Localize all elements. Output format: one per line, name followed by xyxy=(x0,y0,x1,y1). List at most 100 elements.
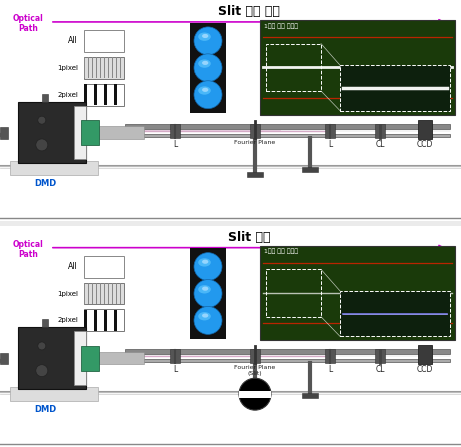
Bar xyxy=(99,127,144,139)
Circle shape xyxy=(38,342,46,350)
Bar xyxy=(302,393,318,398)
Ellipse shape xyxy=(198,86,211,95)
Circle shape xyxy=(36,365,48,377)
Bar xyxy=(96,283,97,304)
Text: Slit 없을 경우: Slit 없을 경우 xyxy=(218,5,280,18)
Bar xyxy=(10,387,98,401)
Bar xyxy=(104,57,105,78)
Text: CCD: CCD xyxy=(417,139,433,148)
Circle shape xyxy=(36,139,48,151)
Bar xyxy=(104,310,107,331)
Bar xyxy=(100,283,101,304)
Bar xyxy=(239,391,271,398)
Bar xyxy=(250,123,260,138)
Bar xyxy=(125,134,450,136)
Bar xyxy=(99,352,144,364)
Bar xyxy=(247,173,263,177)
Bar xyxy=(325,349,335,363)
Circle shape xyxy=(194,27,222,55)
Bar xyxy=(116,283,117,304)
Circle shape xyxy=(194,307,222,334)
Bar xyxy=(375,123,385,138)
Bar xyxy=(120,57,121,78)
Bar xyxy=(18,327,86,389)
Bar xyxy=(0,127,8,139)
Bar xyxy=(100,57,101,78)
Bar xyxy=(125,359,450,362)
Bar xyxy=(84,309,124,331)
Ellipse shape xyxy=(202,313,208,318)
Bar xyxy=(84,283,124,304)
Bar xyxy=(260,20,455,114)
Bar xyxy=(104,283,105,304)
Bar xyxy=(170,123,180,138)
Bar xyxy=(340,65,450,111)
Bar xyxy=(74,105,86,160)
Bar xyxy=(84,57,85,78)
Bar xyxy=(104,84,107,105)
Bar xyxy=(250,349,260,363)
Bar xyxy=(420,123,430,138)
Bar xyxy=(190,23,226,59)
Bar xyxy=(112,57,113,78)
Text: Fourier Plane: Fourier Plane xyxy=(234,139,276,144)
Bar xyxy=(84,310,87,331)
Bar xyxy=(125,349,450,354)
Bar xyxy=(247,398,263,403)
Bar xyxy=(84,283,85,304)
Bar xyxy=(112,283,113,304)
Bar xyxy=(18,101,86,164)
Circle shape xyxy=(194,81,222,109)
Text: All: All xyxy=(68,262,78,271)
Bar xyxy=(84,84,87,105)
Bar xyxy=(302,168,318,173)
Ellipse shape xyxy=(202,88,208,92)
Ellipse shape xyxy=(198,33,211,41)
Bar xyxy=(94,310,97,331)
Bar xyxy=(116,57,117,78)
Text: Optical
Path: Optical Path xyxy=(12,14,43,34)
Bar xyxy=(114,84,117,105)
Text: CL: CL xyxy=(375,139,385,148)
Bar xyxy=(190,249,226,285)
Bar xyxy=(418,120,432,139)
Text: L: L xyxy=(328,365,332,374)
Text: Slit 배치: Slit 배치 xyxy=(228,231,270,244)
Ellipse shape xyxy=(202,287,208,291)
Text: L: L xyxy=(328,139,332,148)
Bar xyxy=(42,320,48,327)
Text: CL: CL xyxy=(375,365,385,374)
Bar xyxy=(418,346,432,364)
Bar xyxy=(84,84,124,105)
Text: All: All xyxy=(68,36,78,45)
Text: DMD: DMD xyxy=(34,405,56,414)
Bar xyxy=(260,246,455,340)
Text: 1pixel: 1pixel xyxy=(57,291,78,296)
Ellipse shape xyxy=(202,260,208,264)
Text: DMD: DMD xyxy=(34,179,56,188)
Bar xyxy=(266,270,321,316)
Bar xyxy=(84,30,124,52)
Bar xyxy=(420,349,430,363)
Ellipse shape xyxy=(198,258,211,266)
Ellipse shape xyxy=(202,61,208,65)
Bar xyxy=(325,123,335,138)
Bar xyxy=(170,349,180,363)
Bar xyxy=(81,120,99,145)
Bar xyxy=(340,291,450,337)
Bar xyxy=(125,123,450,129)
Bar xyxy=(42,94,48,101)
Ellipse shape xyxy=(198,59,211,68)
Text: L: L xyxy=(173,365,177,374)
Bar xyxy=(92,283,93,304)
Bar xyxy=(190,76,226,113)
Text: 1픽셀 패턴 이미지: 1픽셀 패턴 이미지 xyxy=(264,249,298,254)
Bar xyxy=(190,50,226,86)
Bar xyxy=(114,310,117,331)
Ellipse shape xyxy=(198,312,211,320)
Bar xyxy=(88,283,89,304)
Text: Fourier Plane
(Slit): Fourier Plane (Slit) xyxy=(234,365,276,376)
Ellipse shape xyxy=(202,34,208,38)
Bar xyxy=(190,302,226,338)
Text: 2pixel: 2pixel xyxy=(57,92,78,98)
